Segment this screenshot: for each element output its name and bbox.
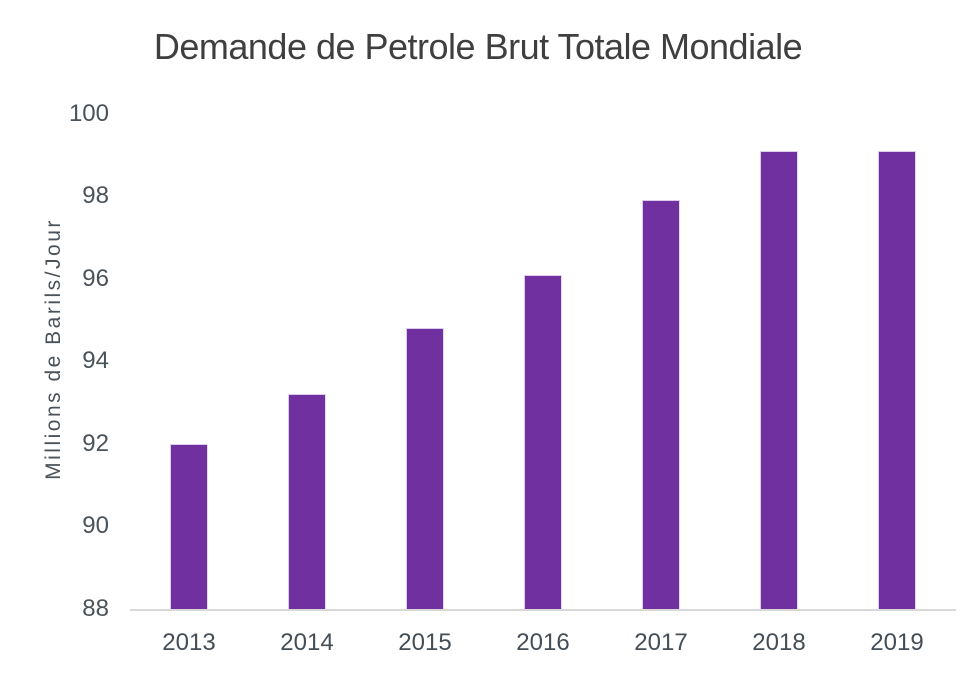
bar-2014 xyxy=(288,394,326,609)
x-tick-label-2015: 2015 xyxy=(398,629,452,656)
bar-2013 xyxy=(170,443,208,609)
y-tick-label-96: 96 xyxy=(82,264,109,292)
bar-2019 xyxy=(878,150,916,609)
y-tick-label-94: 94 xyxy=(82,347,109,375)
y-tick-label-98: 98 xyxy=(82,182,109,210)
y-tick-label-92: 92 xyxy=(82,429,109,457)
x-tick-label-2016: 2016 xyxy=(516,629,570,656)
bar-2018 xyxy=(760,150,798,609)
x-tick-label-2017: 2017 xyxy=(634,629,688,656)
plot-area xyxy=(130,0,956,609)
y-tick-label-100: 100 xyxy=(68,99,109,127)
x-tick-label-2014: 2014 xyxy=(280,629,334,656)
y-tick-label-90: 90 xyxy=(82,512,109,540)
x-axis-line xyxy=(130,609,956,611)
y-tick-label-88: 88 xyxy=(82,595,109,622)
x-tick-label-2013: 2013 xyxy=(162,629,216,656)
y-axis-tick-labels: 88 90 92 94 96 98 100 xyxy=(0,0,109,676)
chart-title: Demande de Petrole Brut Totale Mondiale xyxy=(153,26,803,67)
bar-2016 xyxy=(524,274,562,609)
x-axis-tick-labels: 2013 2014 2015 2016 2017 2018 2019 xyxy=(130,631,956,661)
bar-2015 xyxy=(406,328,444,609)
x-tick-label-2019: 2019 xyxy=(870,629,924,656)
bar-2017 xyxy=(642,200,680,609)
x-tick-label-2018: 2018 xyxy=(752,629,806,656)
